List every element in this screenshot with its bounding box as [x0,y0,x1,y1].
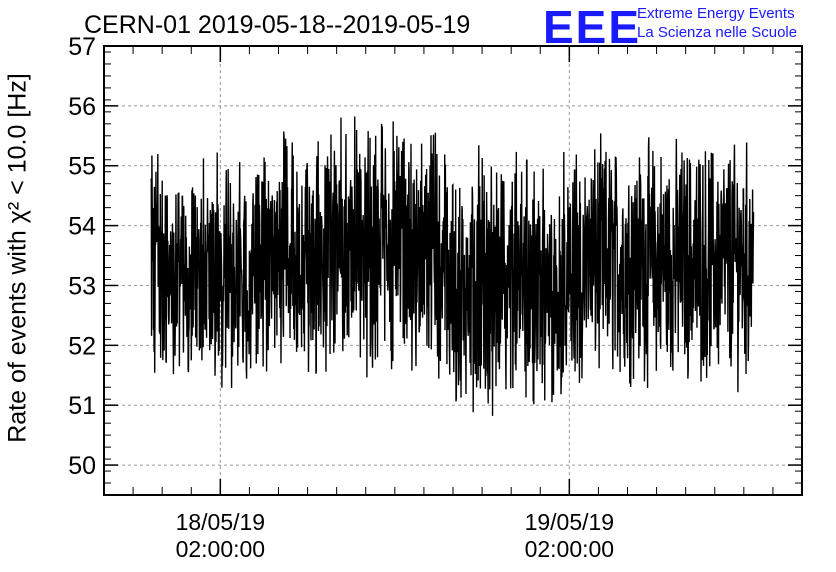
y-tick-label: 56 [68,93,96,121]
y-tick-label: 52 [68,332,96,360]
x-tick-label-date: 18/05/19 [176,509,266,535]
logo-line-1: Extreme Energy Events [637,5,795,22]
x-tick-label-time: 02:00:00 [176,536,266,562]
plot-frame [103,45,803,496]
y-tick-label: 54 [68,213,96,241]
logo-caption: Extreme Energy Events La Scienza nelle S… [637,4,797,42]
x-tick-label-date: 19/05/19 [525,509,615,535]
y-tick-label: 50 [68,452,96,480]
logo-line-2: La Scienza nelle Scuole [637,24,798,41]
y-tick-label: 51 [68,392,96,420]
x-tick-label-time: 02:00:00 [525,536,615,562]
y-tick-label: 53 [68,272,96,300]
y-tick-label: 57 [68,33,96,61]
eee-logo: EEE [543,1,642,53]
rate-series-line [150,116,755,416]
chart-title: CERN-01 2019-05-18--2019-05-19 [84,11,471,39]
y-tick-label: 55 [68,153,96,181]
